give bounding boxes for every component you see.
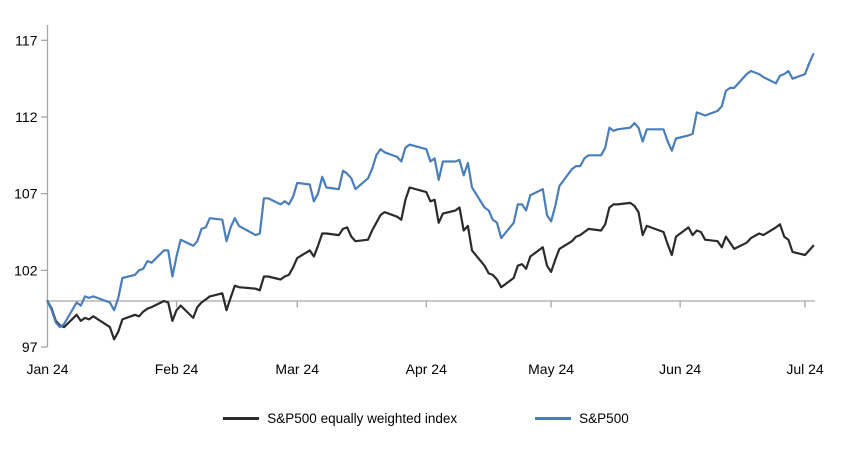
svg-text:Feb 24: Feb 24	[155, 361, 199, 377]
legend-item-equal-weight: S&P500 equally weighted index	[223, 411, 457, 426]
svg-text:Apr 24: Apr 24	[406, 361, 447, 377]
sp500-equal-weight-line	[46, 186, 815, 341]
svg-text:97: 97	[22, 339, 38, 355]
sp500-line-swatch	[535, 417, 572, 420]
svg-text:102: 102	[14, 262, 38, 278]
series-lines	[46, 52, 815, 341]
svg-text:Mar 24: Mar 24	[275, 361, 319, 377]
svg-text:May 24: May 24	[528, 361, 574, 377]
svg-text:Jan 24: Jan 24	[26, 361, 68, 377]
legend: S&P500 equally weighted index S&P500	[0, 411, 852, 426]
sp500-legend-label: S&P500	[579, 411, 629, 426]
legend-item-sp500: S&P500	[535, 411, 629, 426]
svg-text:107: 107	[14, 186, 38, 202]
sp500-line	[46, 52, 815, 329]
x-axis-baseline: Jan 24 Feb 24 Mar 24 Apr 24 May 24 Jun 24 Jul …	[26, 300, 824, 377]
equal-weight-legend-label: S&P500 equally weighted index	[267, 411, 458, 426]
equal-weight-line-swatch	[223, 417, 260, 420]
svg-text:112: 112	[15, 109, 38, 125]
y-axis: 97 102 107 112 117	[14, 25, 49, 355]
svg-text:Jun 24: Jun 24	[659, 361, 701, 377]
svg-text:117: 117	[15, 32, 38, 48]
svg-text:Jul 24: Jul 24	[786, 361, 824, 377]
